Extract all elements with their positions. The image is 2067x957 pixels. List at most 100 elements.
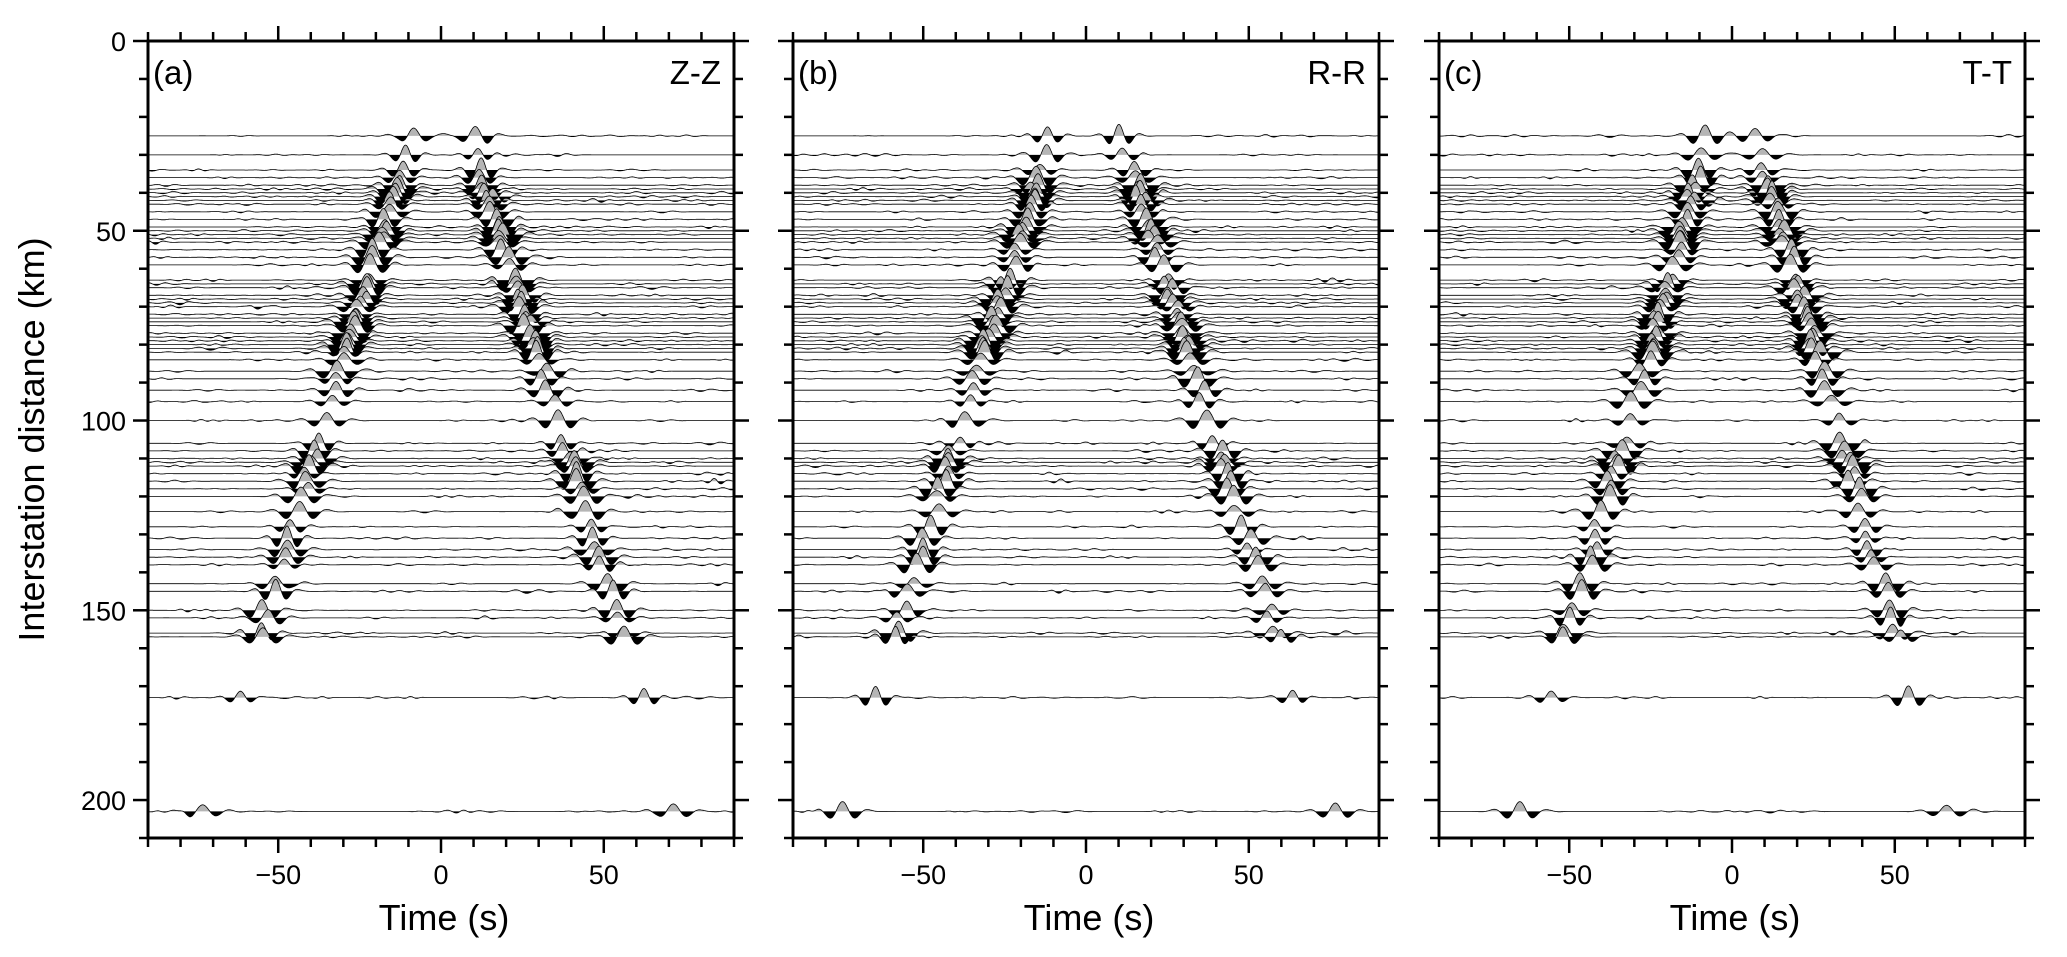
trace-line bbox=[1439, 217, 2025, 234]
trace-negative-fill bbox=[148, 697, 734, 704]
trace-line bbox=[1439, 328, 2025, 350]
trace-positive-fill bbox=[793, 325, 1379, 337]
trace-positive-fill bbox=[1439, 337, 2025, 349]
trace-negative-fill bbox=[1439, 135, 2025, 144]
trace-line bbox=[147, 450, 734, 471]
trace-line bbox=[147, 296, 734, 315]
trace-line bbox=[1439, 325, 2025, 346]
trace-line bbox=[148, 688, 734, 705]
trace-line bbox=[1438, 278, 2025, 295]
trace-line bbox=[148, 454, 734, 475]
trace-line bbox=[1439, 273, 2026, 285]
trace-positive-fill bbox=[793, 254, 1379, 265]
trace-positive-fill bbox=[1439, 518, 2025, 527]
trace-line bbox=[1438, 301, 2025, 323]
trace-positive-fill bbox=[1439, 219, 2025, 231]
trace-positive-fill bbox=[1439, 500, 2025, 512]
trace-line bbox=[793, 314, 1379, 334]
trace-line bbox=[148, 238, 734, 258]
trace-line bbox=[1439, 311, 2025, 330]
trace-negative-fill bbox=[793, 177, 1379, 186]
x-tick-label: −50 bbox=[1546, 860, 1592, 890]
panel-a-ticks bbox=[133, 26, 749, 853]
trace-positive-fill bbox=[1439, 147, 2025, 155]
trace-positive-fill bbox=[793, 247, 1379, 258]
trace-positive-fill bbox=[148, 454, 734, 467]
trace-line bbox=[793, 685, 1380, 706]
trace-line bbox=[1439, 174, 2026, 193]
trace-line bbox=[793, 323, 1379, 340]
trace-line bbox=[793, 179, 1379, 203]
trace-positive-fill bbox=[1439, 361, 2025, 372]
panel-a-component-label: Z-Z bbox=[670, 54, 721, 91]
trace-negative-fill bbox=[793, 526, 1379, 536]
trace-line bbox=[148, 126, 734, 144]
trace-positive-fill bbox=[148, 311, 734, 322]
y-tick-label: 150 bbox=[81, 596, 126, 626]
trace-negative-fill bbox=[793, 549, 1379, 558]
trace-positive-fill bbox=[793, 538, 1379, 550]
trace-positive-fill bbox=[1439, 801, 2025, 812]
trace-positive-fill bbox=[148, 803, 734, 812]
trace-negative-fill bbox=[148, 249, 734, 258]
trace-line bbox=[793, 173, 1379, 194]
trace-negative-fill bbox=[793, 302, 1379, 309]
trace-positive-fill bbox=[793, 306, 1379, 319]
trace-line bbox=[1438, 208, 2025, 227]
trace-positive-fill bbox=[793, 621, 1379, 634]
trace-line bbox=[1439, 157, 2026, 179]
trace-line bbox=[148, 253, 735, 274]
trace-negative-fill bbox=[793, 352, 1379, 361]
trace-line bbox=[148, 200, 734, 219]
trace-line bbox=[793, 484, 1379, 505]
x-tick-label: 0 bbox=[433, 860, 448, 890]
trace-negative-fill bbox=[793, 583, 1379, 589]
y-tick-labels: 0 50 100 150 200 bbox=[81, 27, 126, 816]
trace-negative-fill bbox=[793, 591, 1379, 598]
trace-positive-fill bbox=[148, 546, 734, 558]
trace-line bbox=[792, 552, 1379, 574]
trace-positive-fill bbox=[148, 232, 734, 243]
panel-c-label: (c) bbox=[1444, 54, 1482, 91]
trace-line bbox=[148, 276, 734, 296]
trace-negative-fill bbox=[148, 257, 734, 266]
trace-positive-fill bbox=[793, 161, 1379, 170]
trace-positive-fill bbox=[793, 528, 1379, 539]
trace-negative-fill bbox=[1439, 299, 2025, 306]
trace-line bbox=[148, 609, 735, 625]
trace-positive-fill bbox=[793, 180, 1379, 193]
trace-line bbox=[1439, 579, 2025, 600]
trace-negative-fill bbox=[148, 242, 734, 250]
trace-line bbox=[793, 254, 1379, 273]
trace-line bbox=[148, 230, 734, 245]
trace-positive-fill bbox=[793, 452, 1379, 463]
trace-negative-fill bbox=[148, 264, 734, 273]
trace-line bbox=[1438, 325, 2026, 339]
trace-positive-fill bbox=[148, 296, 734, 307]
trace-line bbox=[1438, 147, 2025, 161]
trace-line bbox=[148, 336, 734, 358]
trace-positive-fill bbox=[1439, 545, 2025, 558]
trace-positive-fill bbox=[793, 194, 1379, 205]
trace-negative-fill bbox=[148, 466, 734, 474]
trace-line bbox=[1439, 337, 2025, 356]
trace-negative-fill bbox=[1439, 526, 2025, 533]
trace-negative-fill bbox=[1439, 636, 2025, 644]
trace-negative-fill bbox=[148, 583, 734, 591]
trace-positive-fill bbox=[148, 599, 734, 611]
trace-line bbox=[1438, 293, 2025, 311]
trace-line bbox=[1439, 545, 2025, 566]
panel-c-frame bbox=[1437, 39, 2027, 840]
trace-negative-fill bbox=[793, 242, 1379, 249]
trace-line bbox=[1439, 340, 2025, 361]
panel-c-x-axis-title: Time (s) bbox=[1670, 897, 1801, 938]
trace-line bbox=[793, 469, 1379, 490]
trace-positive-fill bbox=[793, 275, 1379, 288]
trace-negative-fill bbox=[148, 211, 734, 219]
trace-positive-fill bbox=[1439, 391, 2025, 402]
trace-positive-fill bbox=[148, 609, 734, 618]
trace-positive-fill bbox=[793, 576, 1379, 584]
trace-positive-fill bbox=[1439, 238, 2025, 250]
trace-positive-fill bbox=[793, 217, 1379, 227]
trace-line bbox=[1439, 195, 2025, 211]
